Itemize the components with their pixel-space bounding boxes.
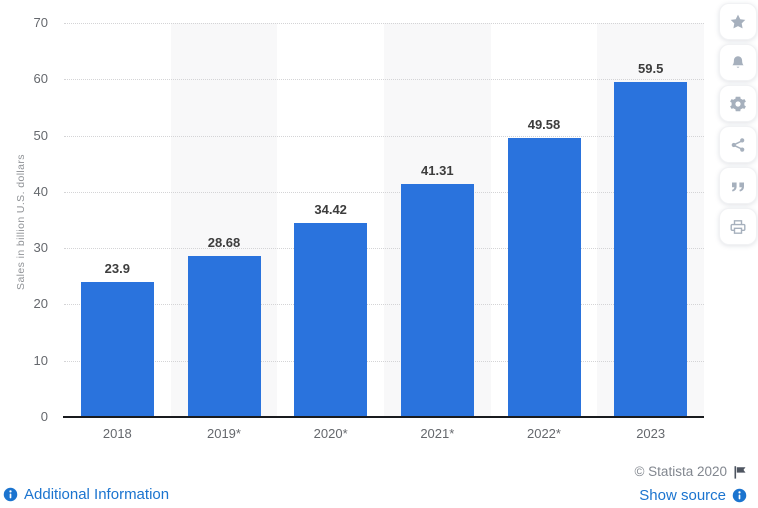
info-icon (3, 487, 18, 502)
gridline (64, 191, 704, 193)
x-tick-label: 2021* (420, 426, 455, 441)
copyright-label: © Statista 2020 (634, 464, 727, 479)
additional-information-link[interactable]: Additional Information (3, 486, 169, 503)
x-tick-label: 2019* (206, 426, 241, 441)
x-tick-label: 2023 (636, 426, 666, 441)
y-tick-label: 40 (33, 183, 48, 199)
x-tick-label: 2020* (313, 426, 348, 441)
gridline (64, 304, 704, 306)
gear-icon (729, 95, 747, 113)
bar-value-label: 23.9 (104, 261, 130, 277)
bar[interactable] (614, 82, 688, 417)
bar[interactable] (400, 184, 474, 417)
bar[interactable] (507, 137, 581, 417)
icon-rail (719, 3, 757, 245)
share-button[interactable] (719, 126, 757, 163)
settings-button[interactable] (719, 85, 757, 122)
bar[interactable] (80, 282, 154, 417)
x-axis-line (63, 416, 704, 418)
bar-value-label: 28.68 (207, 234, 241, 250)
y-tick-label: 0 (40, 409, 48, 424)
gridline (64, 135, 704, 137)
y-tick-label: 70 (33, 15, 48, 30)
gridline (64, 23, 704, 24)
bar-value-label: 49.58 (527, 116, 561, 132)
print-button[interactable] (719, 208, 757, 245)
y-tick-label: 60 (33, 71, 48, 87)
flag-icon[interactable] (733, 465, 747, 479)
bar-value-label: 41.31 (421, 163, 454, 179)
copyright: © Statista 2020 (634, 464, 747, 479)
bar-value-label: 59.5 (638, 61, 664, 77)
bar[interactable] (294, 223, 368, 417)
favorite-button[interactable] (719, 3, 757, 40)
notifications-button[interactable] (719, 44, 757, 81)
quote-icon (729, 177, 747, 195)
show-source-label: Show source (639, 487, 726, 504)
y-axis-title: Sales in billion U.S. dollars (15, 154, 27, 290)
x-tick-label: 2022* (526, 426, 561, 441)
show-source-link[interactable]: Show source (639, 487, 747, 504)
gridline (64, 360, 704, 362)
star-icon (729, 13, 747, 31)
bar-value-label: 34.42 (314, 202, 347, 218)
y-tick-label: 30 (33, 240, 48, 256)
gridline (64, 248, 704, 250)
share-icon (729, 136, 747, 154)
y-tick-label: 20 (33, 296, 48, 312)
bar[interactable] (187, 255, 261, 417)
print-icon (729, 218, 747, 236)
x-tick-label: 2018 (102, 426, 132, 441)
bell-icon (729, 54, 747, 72)
additional-information-label: Additional Information (24, 486, 170, 503)
y-tick-label: 10 (33, 352, 48, 368)
cite-button[interactable] (719, 167, 757, 204)
y-tick-label: 50 (33, 127, 48, 143)
gridline (64, 79, 704, 81)
info-icon (732, 488, 747, 503)
